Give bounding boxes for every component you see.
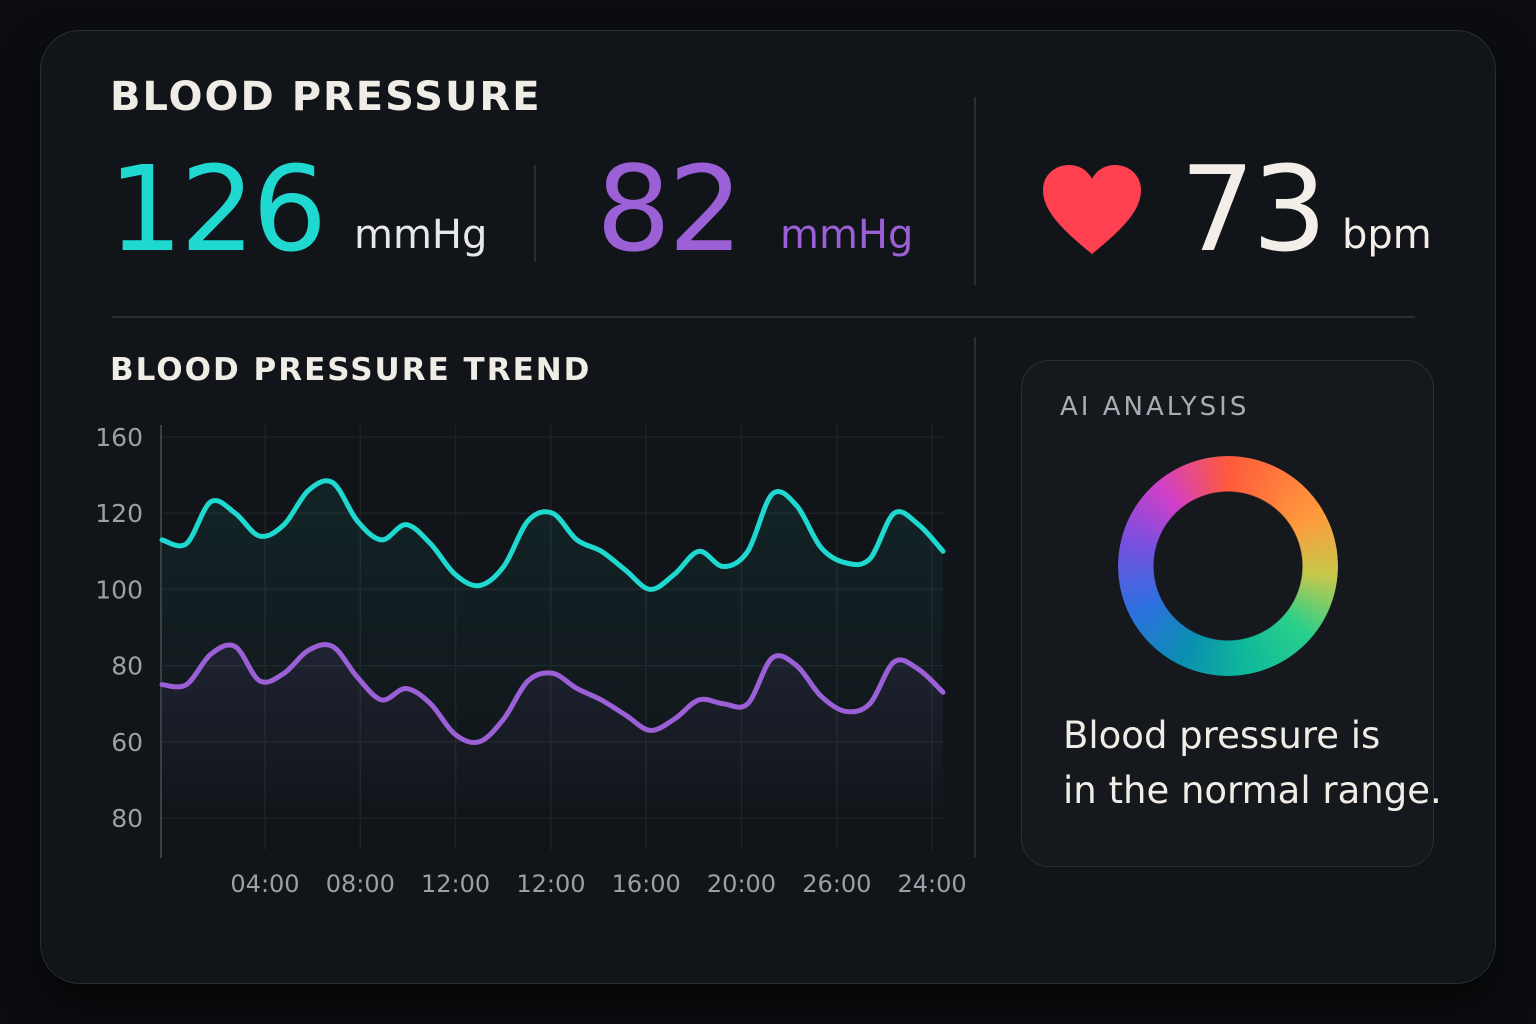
- x-tick-label: 24:00: [898, 870, 967, 898]
- title: BLOOD PRESSURE: [110, 74, 542, 120]
- y-tick-label: 60: [111, 728, 143, 757]
- line-area: [162, 644, 943, 818]
- analysis-message: in the normal range.: [1063, 769, 1442, 812]
- y-tick-label: 100: [95, 575, 143, 604]
- x-tick-label: 12:00: [516, 870, 585, 898]
- x-tick-label: 20:00: [707, 870, 776, 898]
- heart-rate-value: 73: [1180, 140, 1327, 278]
- status-ring: [1118, 456, 1338, 676]
- analysis-title: AI ANALYSIS: [1060, 392, 1250, 422]
- x-tick-label: 26:00: [802, 870, 871, 898]
- line: [159, 642, 946, 746]
- y-tick-label: 80: [111, 804, 143, 833]
- y-tick-label: 160: [95, 423, 143, 452]
- x-tick-label: 04:00: [230, 870, 299, 898]
- y-tick-label: 80: [111, 652, 143, 681]
- heart-icon: [1043, 165, 1141, 254]
- x-tick-label: 12:00: [421, 870, 490, 898]
- systolic-value: 126: [108, 140, 327, 278]
- x-tick-label: 16:00: [612, 870, 681, 898]
- diastolic-value: 82: [596, 140, 743, 278]
- systolic-unit: mmHg: [354, 212, 488, 258]
- y-tick-label: 120: [95, 499, 143, 528]
- analysis-message: Blood pressure is: [1063, 714, 1381, 757]
- chart-title: BLOOD PRESSURE TREND: [110, 352, 592, 388]
- line: [159, 478, 946, 592]
- diastolic-unit: mmHg: [780, 212, 914, 258]
- heart-rate-unit: bpm: [1342, 212, 1432, 258]
- x-tick-label: 08:00: [326, 870, 395, 898]
